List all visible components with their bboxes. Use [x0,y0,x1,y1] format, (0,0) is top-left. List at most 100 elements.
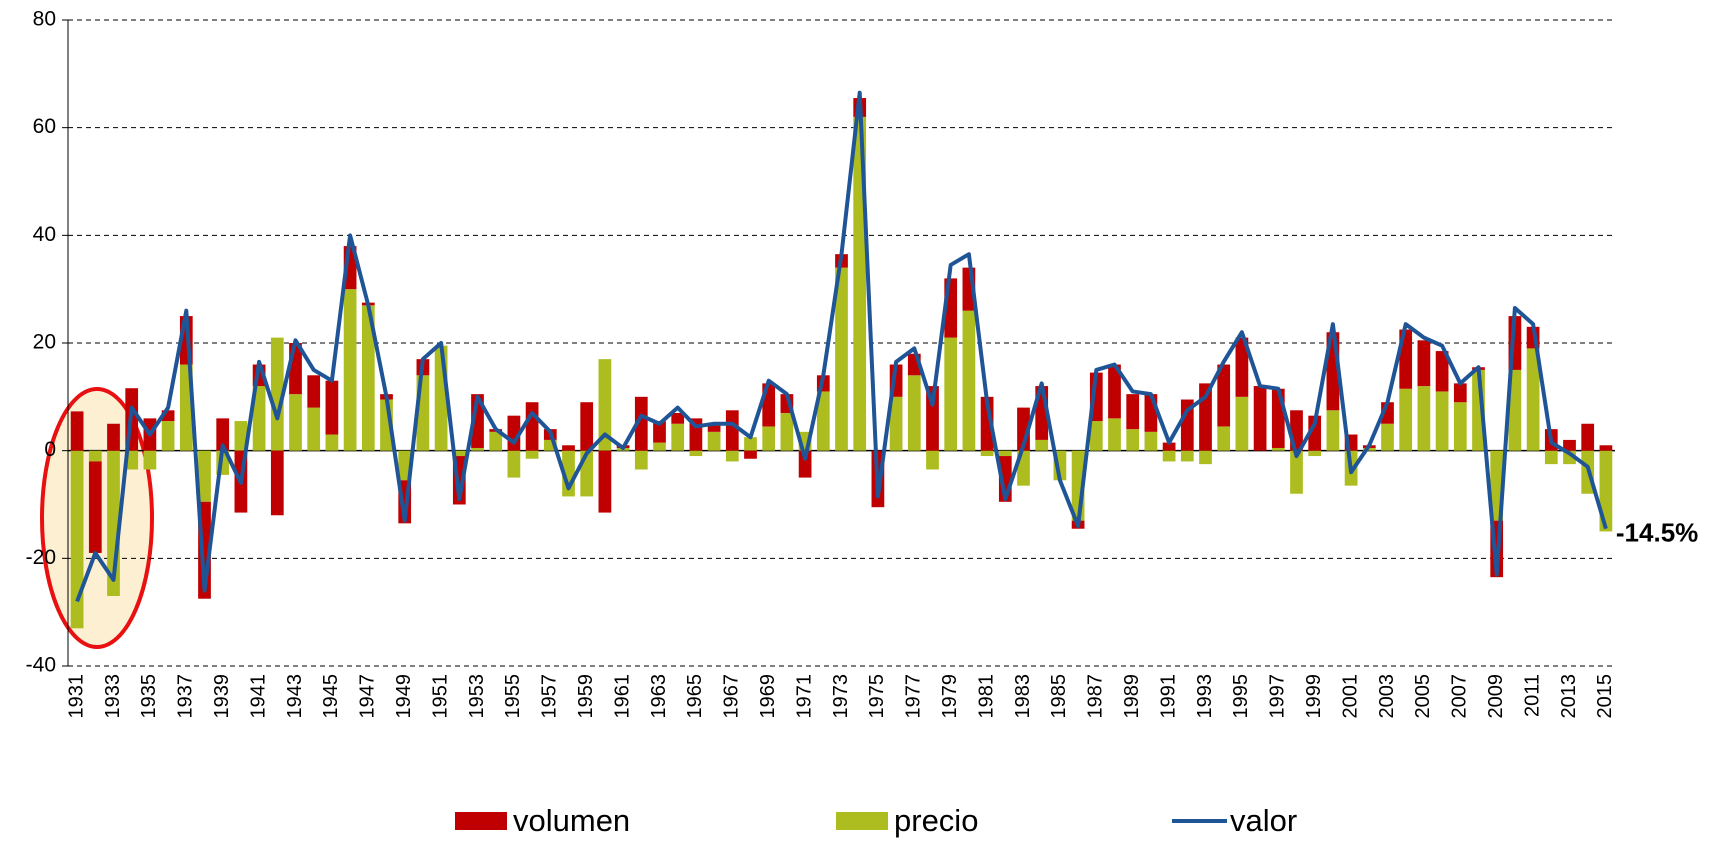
bar [1144,431,1158,451]
bar [835,267,848,451]
bar [1290,450,1303,494]
bar [944,337,958,451]
x-tick-label: 1953 [466,674,488,719]
y-tick-label: 60 [33,115,56,138]
bar [598,359,612,451]
x-tick-label: 1955 [502,674,524,719]
bar [1435,391,1449,451]
x-tick-label: 1949 [393,674,415,719]
bar [1326,410,1340,451]
legend-label: volumen [513,803,630,838]
bar [634,396,648,451]
bar [707,431,721,451]
bar [907,375,921,451]
x-tick-label: 2005 [1412,674,1434,719]
bar [361,305,375,451]
y-tick-label: 80 [33,8,56,31]
bar [1417,386,1431,451]
bar [1526,348,1540,451]
x-tick-label: 1999 [1303,674,1325,719]
bar [307,375,321,408]
bar [325,434,339,451]
x-tick-label: 1983 [1012,674,1034,719]
x-tick-label: 1947 [357,674,379,719]
bar [653,421,666,443]
bar [634,450,648,470]
y-tick-label: -40 [26,654,56,677]
bar [70,411,84,451]
x-tick-label: 1941 [247,674,269,719]
bar [1108,364,1121,419]
bar [962,310,976,451]
bar [1253,386,1267,451]
bar [88,450,102,462]
bar [671,412,685,424]
x-tick-label: 2007 [1449,674,1471,719]
y-tick-label: 0 [44,438,56,461]
x-tick-label: 1973 [830,674,852,719]
bar [1544,450,1558,465]
x-tick-label: 1987 [1085,674,1107,719]
bar [980,450,994,457]
legend-label: precio [894,803,978,838]
bar [143,450,157,470]
bar [1180,450,1194,462]
bar [816,391,830,451]
y-tick-label: 40 [33,223,56,246]
y-tick-label: -20 [26,546,56,569]
legend-swatch [455,812,507,830]
bar [343,289,357,451]
bar [707,423,721,432]
x-tick-label: 1979 [939,674,961,719]
x-tick-label: 1991 [1157,674,1179,719]
bar [1089,421,1103,451]
x-tick-label: 1989 [1121,674,1143,719]
bar [1199,450,1212,465]
bar [525,450,539,459]
bar [198,450,211,502]
bar [725,450,739,462]
bar [216,418,230,451]
x-tick-label: 1995 [1230,674,1252,719]
bar [1162,442,1176,451]
bar [762,426,776,451]
bar [725,410,739,451]
x-tick-label: 1935 [138,674,160,719]
bar [1271,447,1285,451]
x-tick-label: 1977 [903,674,925,719]
bar [1581,423,1595,451]
y-tick-label: 20 [33,331,56,354]
x-tick-label: 1937 [175,674,197,719]
bar [325,380,339,435]
x-tick-label: 1961 [611,674,633,719]
x-tick-label: 1945 [320,674,342,719]
x-tick-label: 1967 [721,674,743,719]
x-tick-label: 1933 [102,674,124,719]
x-tick-label: 1965 [684,674,706,719]
bar [1599,445,1613,451]
bar [1417,340,1431,387]
bar [1217,426,1231,451]
x-tick-label: 1993 [1194,674,1216,719]
bar [1453,402,1467,451]
bar [998,450,1012,457]
bar [1126,429,1140,451]
x-tick-label: 1975 [866,674,888,719]
x-tick-label: 1981 [975,674,997,719]
bar [1362,447,1376,451]
bar [1508,369,1522,451]
x-tick-label: 1959 [575,674,597,719]
x-tick-label: 1931 [65,674,87,719]
bar [1035,439,1049,451]
bar [926,450,939,470]
bar [398,450,412,481]
bar [252,386,266,451]
x-tick-label: 2001 [1339,674,1361,719]
legend-label: valor [1230,803,1297,838]
bar [1162,450,1176,462]
bar [562,445,575,451]
bar [307,407,321,451]
bar [1399,388,1413,451]
x-tick-label: 1969 [757,674,779,719]
